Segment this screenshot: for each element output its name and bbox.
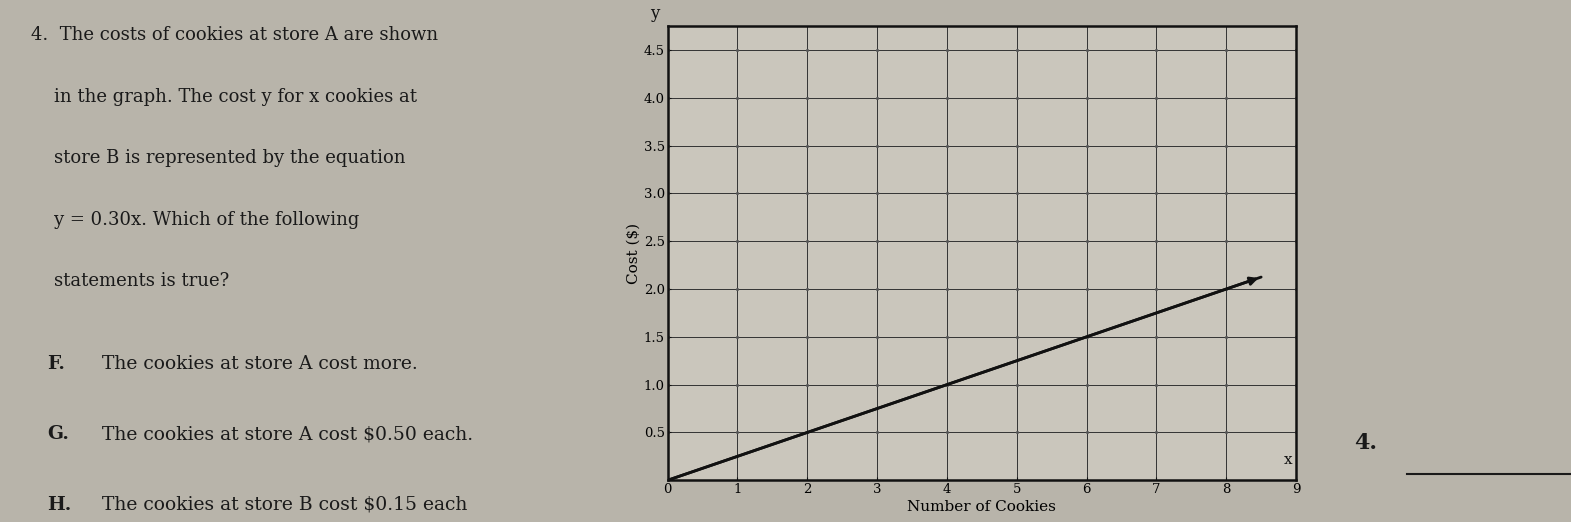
Text: F.: F. (47, 355, 64, 373)
Text: The cookies at store A cost $0.50 each.: The cookies at store A cost $0.50 each. (90, 425, 473, 443)
X-axis label: Number of Cookies: Number of Cookies (908, 500, 1056, 514)
Text: 4.: 4. (1354, 432, 1378, 454)
Text: store B is represented by the equation: store B is represented by the equation (31, 149, 405, 167)
Text: 4.  The costs of cookies at store A are shown: 4. The costs of cookies at store A are s… (31, 26, 438, 44)
Text: The cookies at store A cost more.: The cookies at store A cost more. (90, 355, 418, 373)
Text: y = 0.30x. Which of the following: y = 0.30x. Which of the following (31, 211, 360, 229)
Text: x: x (1285, 453, 1293, 467)
Text: The cookies at store B cost $0.15 each: The cookies at store B cost $0.15 each (90, 496, 468, 514)
Y-axis label: Cost ($): Cost ($) (627, 222, 641, 284)
Text: in the graph. The cost y for x cookies at: in the graph. The cost y for x cookies a… (31, 88, 418, 105)
Text: H.: H. (47, 496, 71, 514)
Text: statements is true?: statements is true? (31, 272, 229, 290)
Text: G.: G. (47, 425, 69, 443)
Text: y: y (650, 5, 660, 21)
